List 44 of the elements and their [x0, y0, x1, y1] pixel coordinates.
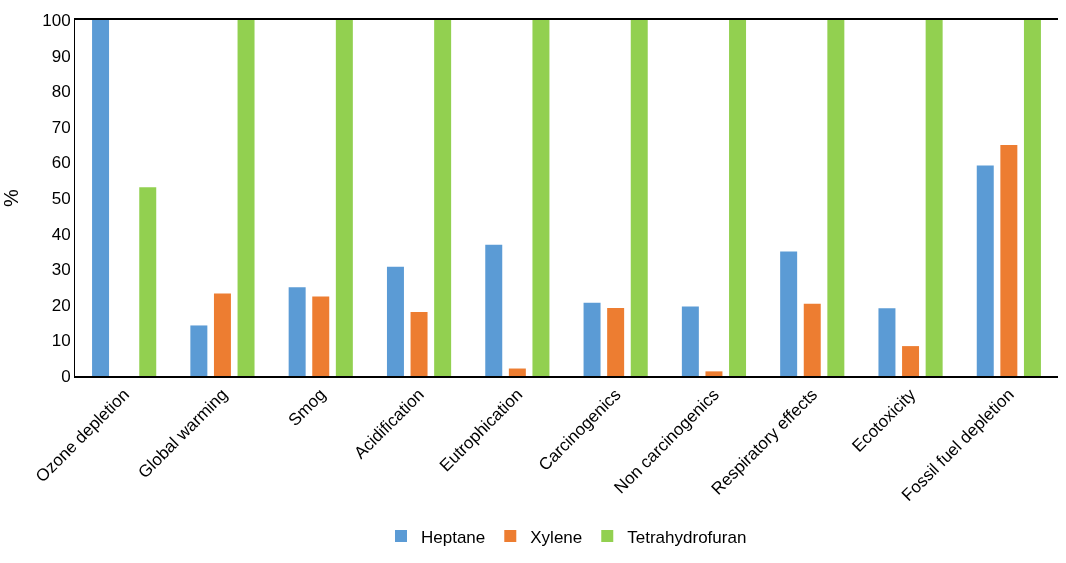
bar	[607, 308, 625, 376]
y-tick-label: 40	[51, 224, 71, 244]
bar	[803, 303, 821, 376]
bar	[780, 251, 798, 376]
bar	[583, 302, 601, 376]
legend-label: Heptane	[421, 527, 486, 547]
bar	[681, 306, 699, 376]
bar	[508, 368, 526, 376]
bar	[312, 296, 330, 376]
bar	[434, 20, 452, 376]
bar	[288, 287, 306, 376]
legend-label: Tetrahydrofuran	[627, 527, 747, 547]
bar	[878, 308, 896, 376]
y-tick-label: 60	[51, 153, 71, 173]
bar	[213, 293, 231, 376]
y-tick-label: 70	[51, 117, 71, 137]
bar	[630, 20, 648, 376]
bar	[485, 244, 503, 376]
y-tick-label: 50	[51, 188, 71, 208]
y-tick-label: 80	[51, 82, 71, 102]
bar	[1000, 144, 1018, 376]
bar	[729, 20, 747, 376]
bar	[139, 187, 157, 376]
y-axis-title: %	[0, 188, 22, 207]
bar	[335, 20, 353, 376]
bar	[92, 20, 110, 376]
y-tick-label: 30	[51, 260, 71, 280]
y-tick-label: 0	[61, 366, 71, 386]
bar	[532, 20, 550, 376]
bar	[925, 20, 943, 376]
bar	[1023, 20, 1041, 376]
bar	[410, 311, 428, 376]
y-tick-label: 20	[51, 295, 71, 315]
bar	[976, 165, 994, 376]
bar	[237, 20, 255, 376]
bar	[705, 371, 723, 376]
bar	[902, 346, 920, 376]
bar	[386, 266, 404, 376]
bar	[190, 325, 208, 376]
legend-label: Xylene	[530, 527, 583, 547]
y-tick-label: 90	[51, 46, 71, 66]
bar	[827, 20, 845, 376]
y-tick-label: 100	[42, 10, 71, 30]
y-tick-label: 10	[51, 331, 71, 351]
